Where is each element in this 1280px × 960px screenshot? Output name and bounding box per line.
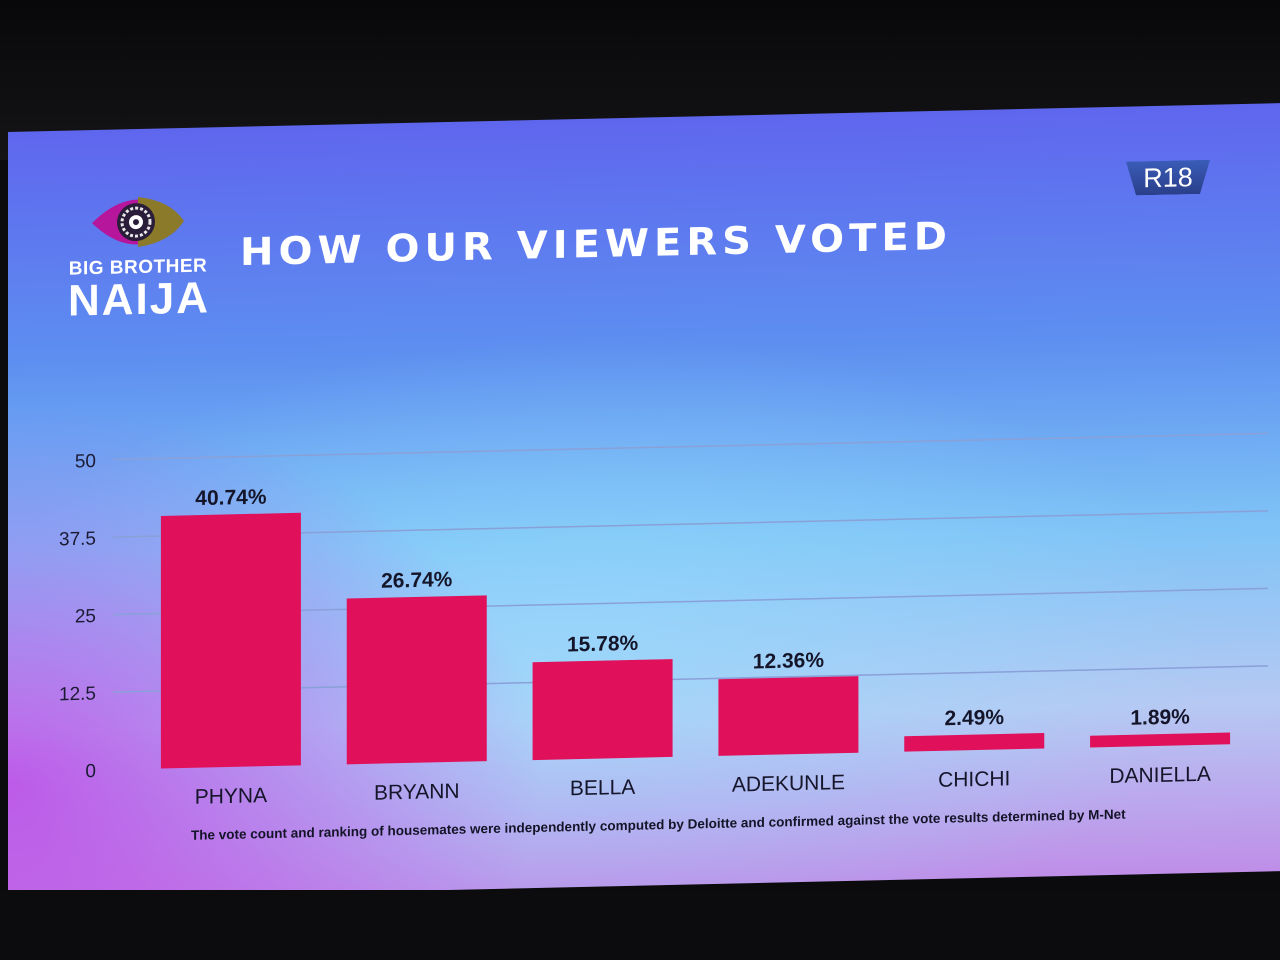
gridline [113,587,1268,616]
bar-bella [532,659,673,761]
bar-daniella [1090,732,1231,748]
x-tick-label: BRYANN [374,780,460,805]
x-tick-label: CHICHI [938,767,1010,792]
gridline [113,665,1268,693]
age-rating-badge: R18 [1126,160,1210,196]
y-tick-label: 0 [85,761,96,782]
x-tick-label: BELLA [570,776,635,800]
gridline [113,432,1268,461]
show-logo: BIG BROTHER NAIJA [68,189,218,332]
bar-chart: 0 12.5 25 37.5 50 40.74% 26.74% 15.78% 12.36% 2.… [59,432,1268,809]
tv-bezel-bottom [0,890,1280,960]
y-tick-label: 12.5 [59,684,96,706]
x-tick-label: PHYNA [195,784,267,809]
gridline [113,510,1268,538]
bar-phyna [160,512,301,769]
bar-chichi [904,733,1045,752]
tv-screen: BIG BROTHER NAIJA HOW OUR VIEWERS VOTED … [8,103,1280,901]
logo-text-bottom: NAIJA [68,273,211,326]
y-tick-label: 25 [75,606,96,627]
y-tick-label: 37.5 [59,529,96,551]
value-label: 1.89% [1130,705,1190,729]
value-label: 40.74% [195,486,267,511]
value-label: 2.49% [944,706,1004,730]
value-label: 12.36% [753,649,825,674]
bar-bryann [346,595,487,765]
x-tick-label: DANIELLA [1109,763,1211,788]
chart-title: HOW OUR VIEWERS VOTED [240,214,952,275]
value-label: 15.78% [567,632,639,657]
value-label: 26.74% [381,568,453,593]
x-tick-label: ADEKUNLE [732,771,845,797]
eye-logo-icon [92,197,184,248]
bar-adekunle [718,676,859,756]
y-tick-label: 50 [75,451,96,472]
